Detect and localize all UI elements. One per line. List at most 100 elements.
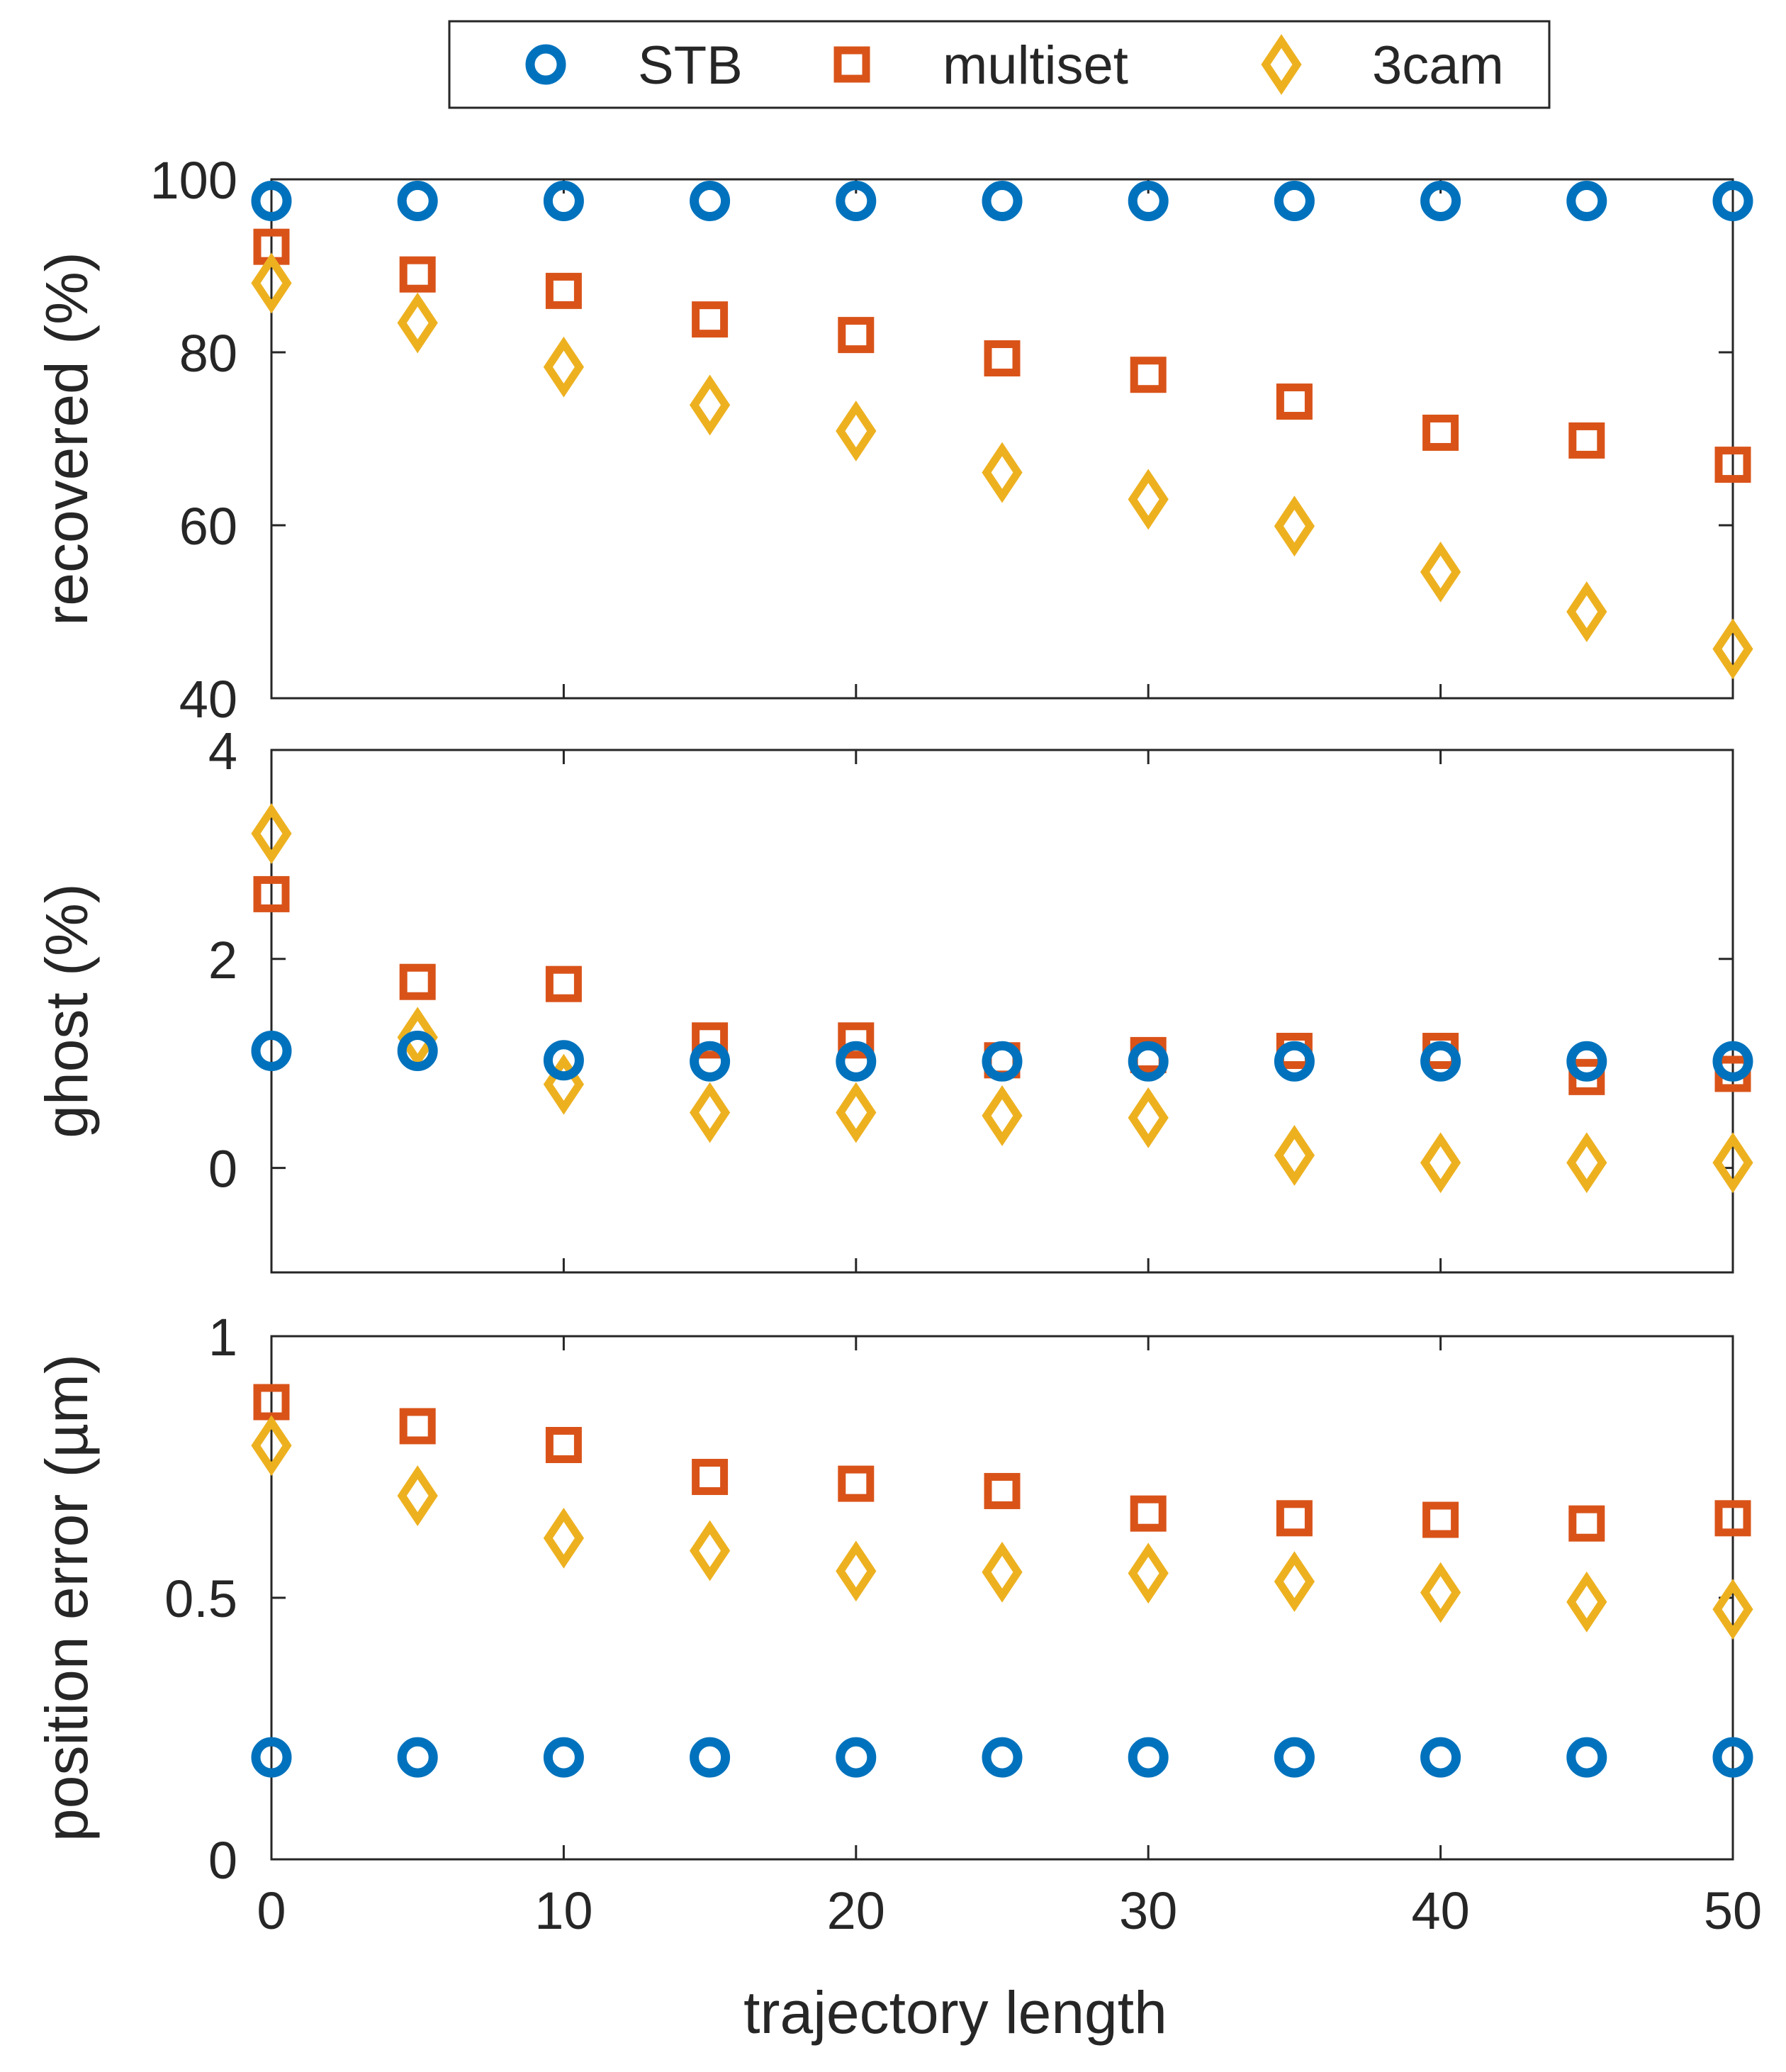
ytick-label-recovered-40: 40 — [179, 670, 237, 729]
point-recovered-3cam-50 — [1712, 618, 1753, 680]
point-recovered-3cam-25 — [982, 442, 1023, 503]
ytick-label-recovered-60: 60 — [179, 497, 237, 556]
point-ghost-multiset-10 — [545, 965, 582, 1002]
markers-position-error — [251, 1384, 1753, 1778]
point-ghost-3cam-40 — [1420, 1132, 1461, 1194]
point-position-error-stb-10 — [543, 1737, 584, 1778]
ticks-ghost: 0 2 4 — [208, 722, 1734, 1272]
ylabel-ghost: ghost (%) — [33, 883, 100, 1138]
point-ghost-multiset-20 — [838, 1022, 875, 1059]
point-recovered-stb-25 — [982, 181, 1023, 221]
markers-recovered — [251, 181, 1753, 680]
point-recovered-3cam-35 — [1274, 495, 1315, 557]
xtick-label-0: 0 — [257, 1881, 286, 1940]
point-ghost-stb-40 — [1420, 1041, 1461, 1082]
xtick-label-30: 30 — [1119, 1881, 1177, 1940]
ticks-recovered: 40 60 80 100 — [150, 151, 1734, 729]
point-position-error-3cam-5 — [397, 1465, 438, 1527]
point-position-error-multiset-50 — [1714, 1500, 1751, 1537]
xtick-label-40: 40 — [1411, 1881, 1469, 1940]
point-ghost-3cam-30 — [1128, 1087, 1169, 1148]
point-recovered-multiset-15 — [692, 301, 729, 338]
point-ghost-3cam-5 — [397, 1007, 438, 1068]
ticks-position-error: 0 10 20 30 40 50 0 0.5 1 — [164, 1308, 1762, 1940]
point-position-error-multiset-45 — [1568, 1505, 1605, 1542]
point-ghost-stb-35 — [1274, 1041, 1315, 1082]
point-recovered-stb-15 — [690, 181, 731, 221]
point-position-error-multiset-25 — [984, 1472, 1021, 1509]
point-position-error-stb-30 — [1128, 1737, 1169, 1778]
point-recovered-multiset-40 — [1422, 414, 1459, 451]
point-ghost-3cam-50 — [1712, 1132, 1753, 1194]
point-recovered-stb-45 — [1566, 181, 1607, 221]
point-recovered-stb-0 — [251, 181, 292, 221]
point-ghost-multiset-45 — [1568, 1058, 1605, 1095]
ylabel-recovered: recovered (%) — [33, 252, 100, 626]
point-recovered-multiset-35 — [1276, 383, 1313, 420]
point-recovered-stb-10 — [543, 181, 584, 221]
point-recovered-multiset-30 — [1130, 357, 1167, 393]
point-position-error-3cam-30 — [1128, 1542, 1169, 1604]
panel-recovered: 40 60 80 100 recovered (%) — [33, 151, 1753, 729]
point-position-error-3cam-15 — [689, 1520, 731, 1581]
plot-area-ghost — [270, 749, 1734, 1274]
point-ghost-stb-0 — [251, 1031, 292, 1072]
point-ghost-3cam-45 — [1566, 1132, 1607, 1194]
point-position-error-stb-25 — [982, 1737, 1023, 1778]
ytick-label-position-error-0: 0 — [208, 1831, 237, 1890]
legend-label-stb: STB — [638, 35, 743, 96]
point-ghost-stb-25 — [982, 1041, 1023, 1082]
point-position-error-stb-15 — [690, 1737, 731, 1778]
point-ghost-stb-15 — [690, 1041, 731, 1082]
point-recovered-multiset-20 — [838, 317, 875, 354]
ytick-label-ghost-0: 0 — [208, 1140, 237, 1199]
point-recovered-3cam-15 — [689, 374, 731, 436]
point-position-error-3cam-50 — [1712, 1579, 1753, 1640]
ytick-label-recovered-80: 80 — [179, 324, 237, 383]
xlabel-trajectory-length: trajectory length — [743, 1979, 1167, 2046]
legend-marker-multiset — [833, 46, 870, 83]
ytick-label-position-error-1: 1 — [208, 1308, 237, 1367]
point-position-error-3cam-40 — [1420, 1562, 1461, 1623]
point-ghost-stb-50 — [1712, 1041, 1753, 1082]
legend-marker-3cam — [1261, 34, 1302, 95]
ytick-label-position-error-0.5: 0.5 — [164, 1569, 237, 1628]
point-recovered-3cam-20 — [836, 401, 877, 461]
point-position-error-stb-0 — [251, 1737, 292, 1778]
point-recovered-multiset-25 — [984, 340, 1021, 377]
legend-label-3cam: 3cam — [1372, 35, 1504, 96]
point-ghost-multiset-5 — [399, 963, 436, 1000]
point-position-error-multiset-30 — [1130, 1495, 1167, 1532]
point-position-error-multiset-5 — [399, 1408, 436, 1445]
panel-position-error: 0 10 20 30 40 50 0 0.5 1 position error (µm) tra… — [33, 1308, 1762, 2046]
point-ghost-3cam-35 — [1274, 1124, 1315, 1186]
point-recovered-3cam-10 — [543, 336, 585, 398]
legend-box — [448, 20, 1551, 109]
point-recovered-stb-50 — [1712, 181, 1753, 221]
point-recovered-stb-30 — [1128, 181, 1169, 221]
ytick-label-recovered-100: 100 — [150, 151, 237, 210]
point-position-error-stb-35 — [1274, 1737, 1315, 1778]
point-position-error-3cam-20 — [836, 1540, 877, 1602]
point-position-error-multiset-20 — [838, 1465, 875, 1502]
ytick-label-ghost-4: 4 — [208, 722, 237, 780]
point-position-error-multiset-35 — [1276, 1500, 1313, 1537]
point-recovered-stb-40 — [1420, 181, 1461, 221]
point-recovered-multiset-5 — [399, 256, 436, 293]
ytick-label-ghost-2: 2 — [208, 931, 237, 990]
point-recovered-stb-35 — [1274, 181, 1315, 221]
point-recovered-multiset-50 — [1714, 447, 1751, 483]
plot-area-recovered — [270, 178, 1734, 700]
point-position-error-stb-45 — [1566, 1737, 1607, 1778]
point-ghost-stb-5 — [397, 1031, 438, 1072]
ylabel-position-error: position error (µm) — [33, 1354, 100, 1842]
point-ghost-3cam-0 — [251, 803, 292, 864]
point-ghost-3cam-25 — [982, 1085, 1023, 1146]
point-recovered-3cam-40 — [1420, 541, 1461, 603]
legend: STB multiset 3cam — [448, 20, 1551, 109]
point-ghost-3cam-20 — [836, 1082, 877, 1143]
point-position-error-multiset-40 — [1422, 1501, 1459, 1538]
point-ghost-3cam-15 — [689, 1082, 731, 1143]
point-position-error-3cam-45 — [1566, 1571, 1607, 1633]
